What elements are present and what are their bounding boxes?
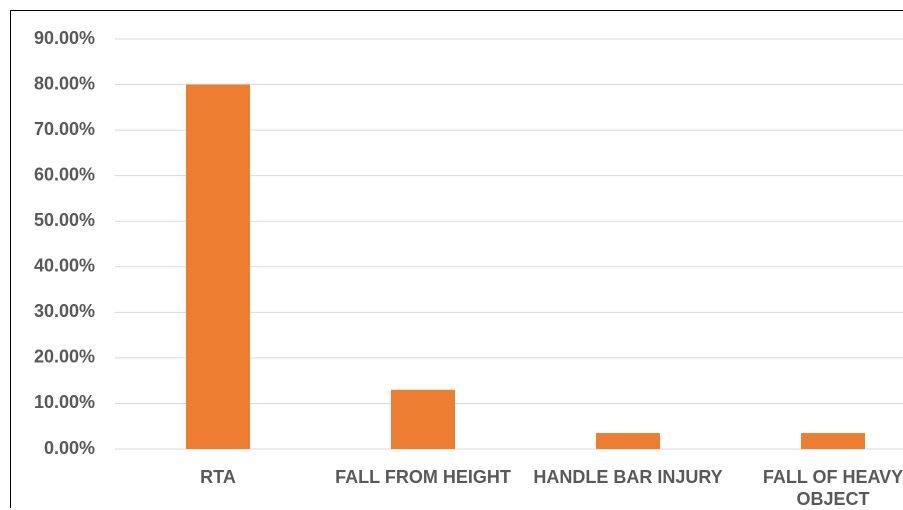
y-tick-label: 30.00% bbox=[34, 301, 95, 321]
y-tick-label: 10.00% bbox=[34, 392, 95, 412]
y-tick-label: 60.00% bbox=[34, 164, 95, 184]
y-tick-label: 40.00% bbox=[34, 256, 95, 276]
bar bbox=[391, 390, 455, 449]
y-tick-label: 50.00% bbox=[34, 210, 95, 230]
chart-frame bbox=[11, 11, 903, 509]
x-tick-label: RTA bbox=[118, 466, 318, 488]
x-tick-label: FALL FROM HEIGHT bbox=[323, 466, 523, 488]
y-tick-label: 0.00% bbox=[44, 438, 95, 458]
bar bbox=[801, 433, 865, 449]
y-tick-label: 20.00% bbox=[34, 347, 95, 367]
y-tick-label: 80.00% bbox=[34, 73, 95, 93]
x-tick-label: FALL OF HEAVY OBJECT bbox=[733, 466, 903, 510]
x-tick-label: HANDLE BAR INJURY bbox=[528, 466, 728, 488]
bar bbox=[596, 433, 660, 449]
bar bbox=[186, 85, 250, 449]
y-tick-label: 90.00% bbox=[34, 28, 95, 48]
y-tick-label: 70.00% bbox=[34, 119, 95, 139]
